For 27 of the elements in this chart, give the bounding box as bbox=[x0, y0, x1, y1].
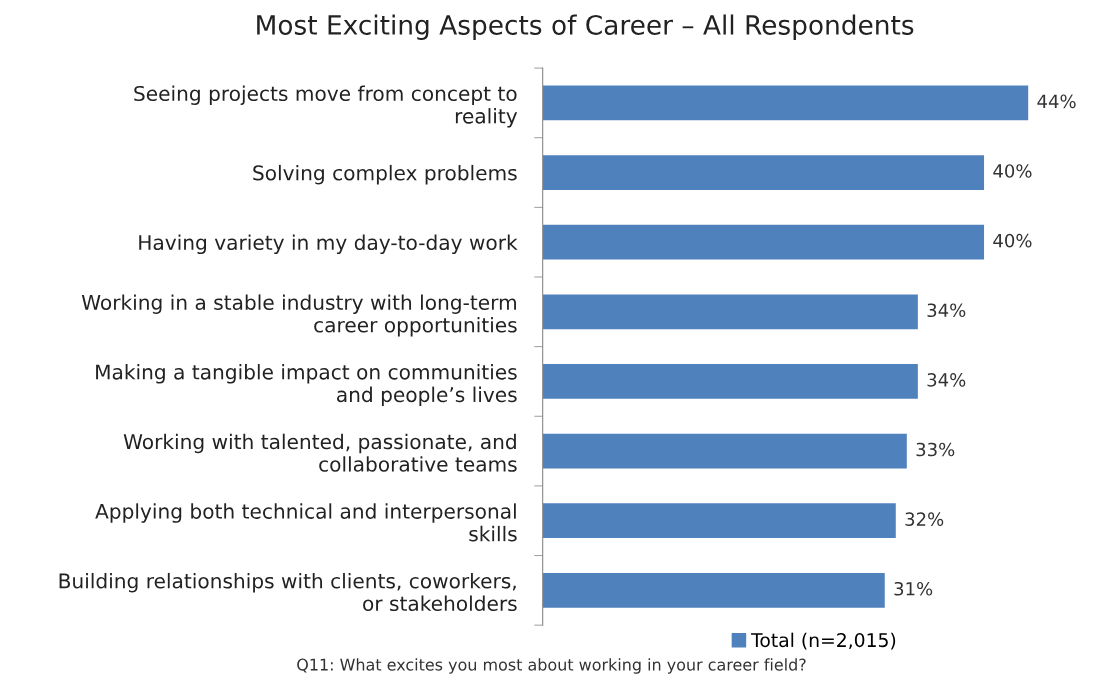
data-label: 34% bbox=[927, 373, 966, 387]
data-label: 40% bbox=[993, 233, 1032, 248]
data-label: 40% bbox=[993, 164, 1032, 178]
data-label: 44% bbox=[1037, 94, 1076, 109]
data-label: 31% bbox=[894, 581, 933, 596]
bar bbox=[542, 433, 907, 469]
y-tick-label: Building relationships with clients, coworkers, or stakeholders bbox=[59, 572, 517, 612]
y-tick-label: Applying both technical and interpersonal skills bbox=[95, 503, 517, 542]
y-tick-label: Working with talented, passionate, and collaborative teams bbox=[123, 433, 517, 472]
chart-title: Most Exciting Aspects of Career – All Respondents bbox=[257, 14, 914, 41]
data-label: 32% bbox=[905, 512, 944, 526]
text: Q11: What excites you most about working in your career field? bbox=[297, 658, 806, 674]
y-tick-label: Seeing projects move from concept to reality bbox=[134, 85, 518, 128]
y-tick-label: Solving complex problems bbox=[253, 164, 517, 185]
y-tick-label: Working in a stable industry with long-term career opportunities bbox=[81, 294, 517, 337]
bar bbox=[542, 224, 985, 260]
bar bbox=[542, 503, 896, 539]
bar bbox=[542, 294, 918, 330]
bar bbox=[542, 155, 985, 190]
y-tick-label: Having variety in my day-to-day work bbox=[139, 234, 518, 255]
bar bbox=[542, 85, 1029, 121]
y-tick-label: Making a tangible impact on communities and people’s lives bbox=[96, 364, 517, 407]
legend-label: Total (n=2,015) bbox=[751, 632, 896, 650]
bar bbox=[542, 572, 885, 608]
data-label: 34% bbox=[927, 303, 966, 318]
bar bbox=[542, 364, 918, 399]
data-label: 33% bbox=[916, 442, 955, 457]
